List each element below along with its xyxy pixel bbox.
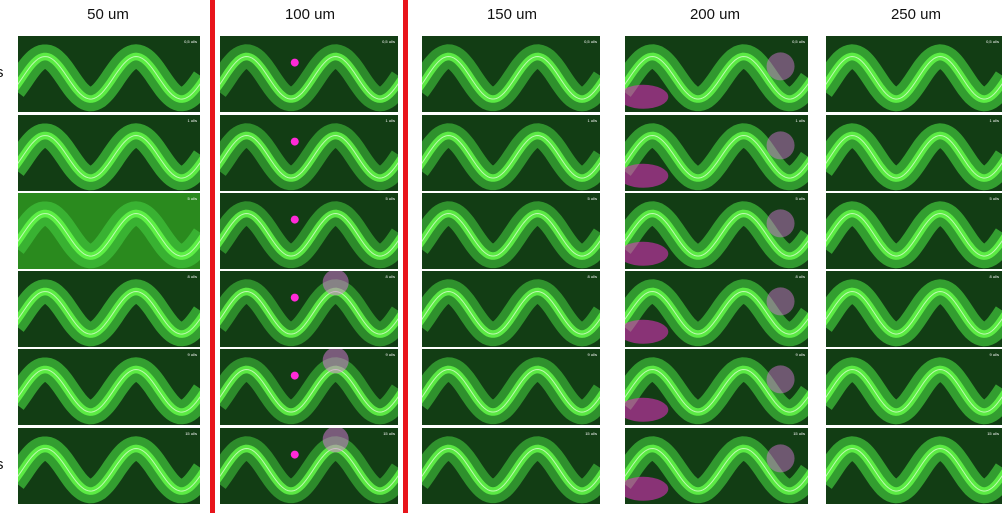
flow-label: 9 ul/s [385, 352, 395, 357]
microscopy-panel: 5 ul/s [625, 193, 808, 269]
flow-label: 8 ul/s [385, 274, 395, 279]
microscopy-panel: 0,5 ul/s [625, 36, 808, 112]
microscopy-panel: 5 ul/s [826, 193, 1002, 269]
microscopy-panel: 9 ul/s [625, 349, 808, 425]
blob [767, 131, 795, 159]
column-header: 250 um [826, 6, 1004, 23]
flow-label: 0,5 ul/s [792, 39, 805, 44]
flow-label: 9 ul/s [187, 352, 197, 357]
flow-label: 0,5 ul/s [584, 39, 597, 44]
blob [291, 372, 299, 380]
column-header: 100 um [220, 6, 400, 23]
flow-label: 5 ul/s [989, 196, 999, 201]
column-header: 200 um [625, 6, 805, 23]
flow-label: 9 ul/s [587, 352, 597, 357]
flow-label: 0,5 ul/s [184, 39, 197, 44]
microscopy-panel: 8 ul/s [422, 271, 600, 347]
microscopy-panel: 15 ul/s [422, 428, 600, 504]
flow-label: 15 ul/s [383, 431, 395, 436]
microscopy-panel: 0,5 ul/s [220, 36, 398, 112]
flow-label: 1 ul/s [187, 118, 197, 123]
blob [291, 451, 299, 459]
flow-label: 8 ul/s [587, 274, 597, 279]
row-label: s [0, 64, 4, 81]
column-header: 50 um [18, 6, 198, 23]
flow-label: 5 ul/s [587, 196, 597, 201]
microscopy-panel: 1 ul/s [422, 115, 600, 191]
blob [291, 138, 299, 146]
flow-label: 15 ul/s [987, 431, 999, 436]
flow-label: 8 ul/s [989, 274, 999, 279]
flow-label: 15 ul/s [793, 431, 805, 436]
flow-label: 15 ul/s [185, 431, 197, 436]
microscopy-panel: 8 ul/s [625, 271, 808, 347]
blob [767, 52, 795, 80]
flow-label: 9 ul/s [989, 352, 999, 357]
flow-label: 8 ul/s [187, 274, 197, 279]
flow-label: 1 ul/s [385, 118, 395, 123]
microscopy-panel: 5 ul/s [18, 193, 200, 269]
microscopy-panel: 8 ul/s [220, 271, 398, 347]
blob [291, 59, 299, 67]
flow-label: 5 ul/s [795, 196, 805, 201]
column-header: 150 um [422, 6, 602, 23]
microscopy-panel: 0,5 ul/s [422, 36, 600, 112]
figure: 50 um100 um150 um200 um250 ums::s0,5 ul/… [0, 0, 1004, 513]
flow-label: 9 ul/s [795, 352, 805, 357]
blob [291, 294, 299, 302]
row-label: s [0, 456, 4, 473]
microscopy-panel: 15 ul/s [220, 428, 398, 504]
flow-label: 1 ul/s [989, 118, 999, 123]
flow-label: 0,5 ul/s [382, 39, 395, 44]
flow-label: 8 ul/s [795, 274, 805, 279]
microscopy-panel: 0,5 ul/s [826, 36, 1002, 112]
divider [210, 0, 215, 513]
microscopy-panel: 1 ul/s [18, 115, 200, 191]
flow-label: 5 ul/s [187, 196, 197, 201]
flow-label: 15 ul/s [585, 431, 597, 436]
microscopy-panel: 9 ul/s [18, 349, 200, 425]
blob [767, 365, 795, 393]
microscopy-panel: 8 ul/s [826, 271, 1002, 347]
microscopy-panel: 5 ul/s [422, 193, 600, 269]
flow-label: 0,5 ul/s [986, 39, 999, 44]
flow-label: 1 ul/s [587, 118, 597, 123]
microscopy-panel: 0,5 ul/s [18, 36, 200, 112]
microscopy-panel: 1 ul/s [220, 115, 398, 191]
microscopy-panel: 1 ul/s [625, 115, 808, 191]
divider [403, 0, 408, 513]
microscopy-panel: 15 ul/s [18, 428, 200, 504]
blob [767, 444, 795, 472]
blob [767, 209, 795, 237]
microscopy-panel: 9 ul/s [826, 349, 1002, 425]
flow-label: 1 ul/s [795, 118, 805, 123]
microscopy-panel: 9 ul/s [422, 349, 600, 425]
microscopy-panel: 15 ul/s [826, 428, 1002, 504]
microscopy-panel: 15 ul/s [625, 428, 808, 504]
microscopy-panel: 9 ul/s [220, 349, 398, 425]
blob [291, 216, 299, 224]
microscopy-panel: 8 ul/s [18, 271, 200, 347]
microscopy-panel: 5 ul/s [220, 193, 398, 269]
flow-label: 5 ul/s [385, 196, 395, 201]
microscopy-panel: 1 ul/s [826, 115, 1002, 191]
blob [767, 287, 795, 315]
